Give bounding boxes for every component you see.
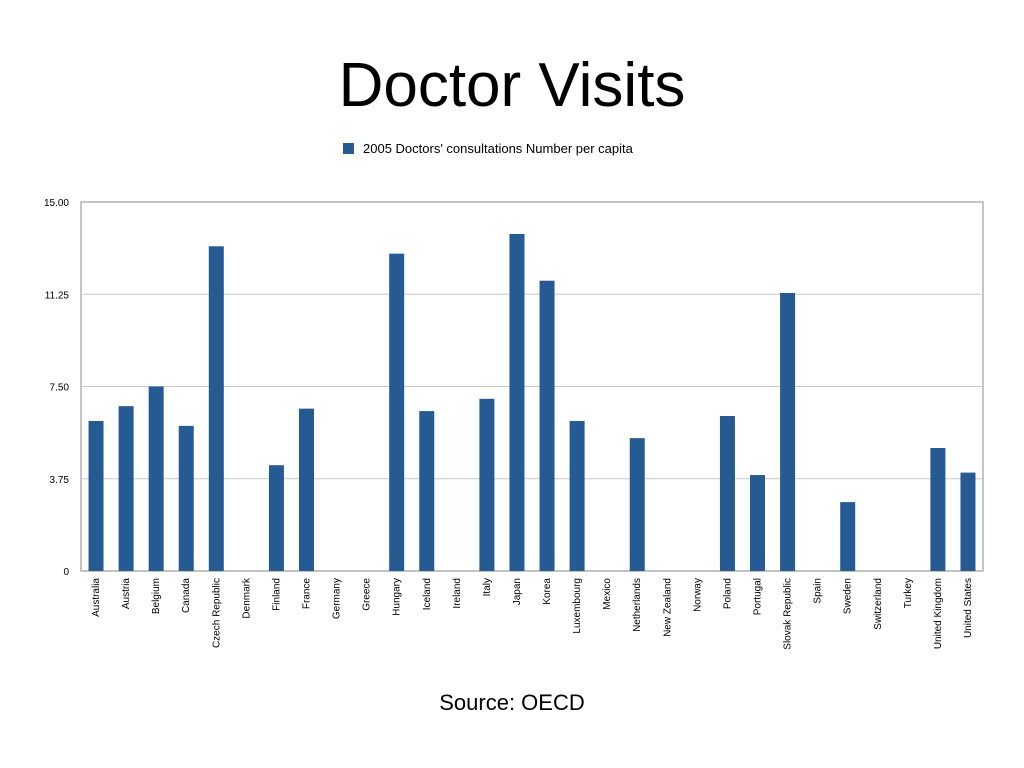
y-tick-label: 11.25 [45,290,70,301]
x-tick-label: Australia [91,578,102,617]
bar [569,420,585,571]
bar [750,475,765,571]
bar [208,246,224,571]
x-tick-label: France [302,578,313,610]
x-tick-label: Slovak Republic [783,578,794,650]
x-tick-label: Poland [722,578,733,609]
x-tick-label: Belgium [151,578,162,614]
bar [268,465,284,571]
bar [118,406,134,571]
x-tick-label: Italy [482,578,493,596]
bar [148,386,164,571]
source-note: Source: OECD [439,690,585,715]
x-tick-label: Spain [813,578,824,604]
y-tick-label: 7.50 [50,383,70,394]
x-tick-label: Denmark [241,577,252,619]
x-tick-label: Ireland [452,578,463,609]
legend-label: 2005 Doctors' consultations Number per c… [363,141,633,156]
x-tick-label: Switzerland [873,578,884,630]
x-tick-label: United States [963,578,974,638]
x-tick-label: Greece [362,578,373,611]
x-tick-label: Japan [512,578,523,605]
x-tick-label: Finland [271,578,282,611]
bar [930,448,946,571]
bar [629,438,645,571]
x-tick-label: Norway [692,578,703,612]
x-tick-label: Portugal [753,578,764,615]
x-tick-label: Austria [121,578,132,610]
y-tick-label: 0 [63,567,69,578]
bar [178,425,194,571]
x-tick-label: Turkey [903,578,914,608]
x-tick-label: New Zealand [662,578,673,637]
x-tick-label: Hungary [392,578,403,616]
x-tick-label: Mexico [602,578,613,610]
x-tick-label: Netherlands [632,578,643,632]
y-tick-label: 3.75 [50,475,70,486]
x-tick-label: Sweden [843,578,854,614]
x-tick-label: Luxembourg [572,578,583,634]
x-tick-label: United Kingdom [933,578,944,649]
bar [509,233,525,572]
slide-title: Doctor Visits [338,51,686,120]
bar [840,502,856,571]
bar [419,411,435,571]
chart-legend: 2005 Doctors' consultations Number per c… [343,141,633,156]
legend-swatch [343,143,354,154]
x-tick-label: Iceland [422,578,433,610]
bar [960,472,976,571]
x-tick-label: Czech Republic [211,578,222,648]
x-tick-label: Germany [332,578,343,619]
bar [780,293,796,571]
bar [299,408,314,571]
bar [88,420,104,571]
bar [539,280,555,571]
bar [479,398,495,571]
y-tick-label: 15.00 [44,198,69,209]
bar [389,253,405,571]
x-tick-label: Canada [181,578,192,613]
bar [719,416,735,571]
x-tick-label: Korea [542,578,553,605]
